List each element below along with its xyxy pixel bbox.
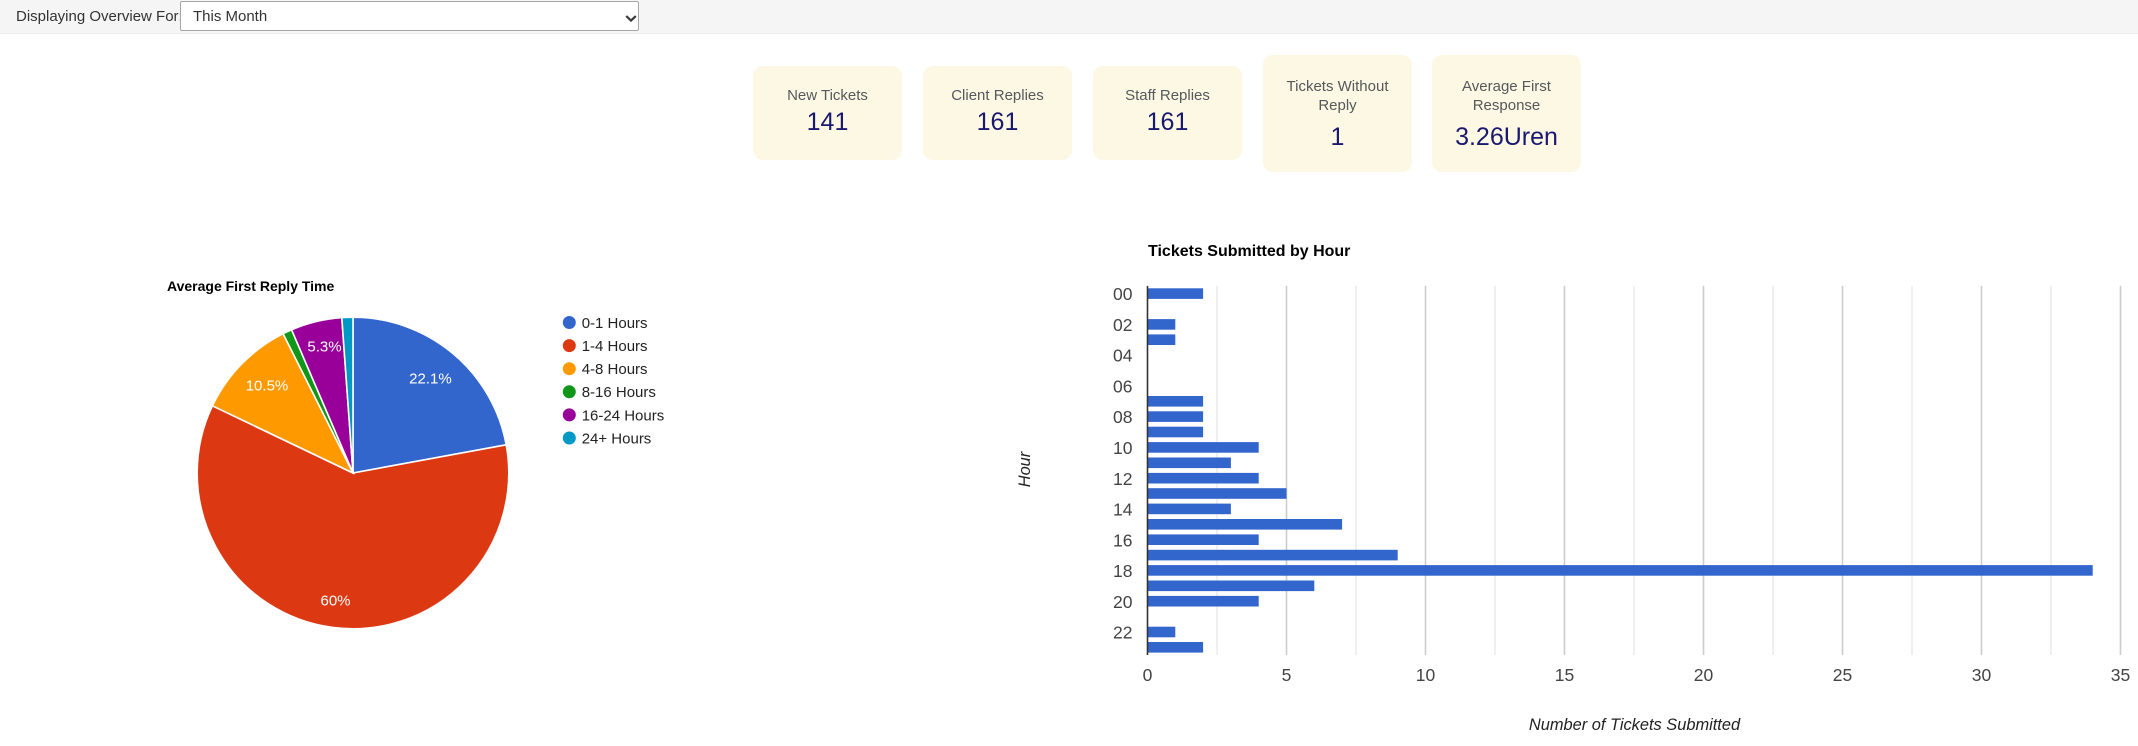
svg-text:60%: 60% xyxy=(320,593,350,610)
svg-text:10.5%: 10.5% xyxy=(246,377,289,394)
svg-text:Number of Tickets Submitted: Number of Tickets Submitted xyxy=(1529,716,1741,734)
svg-text:16: 16 xyxy=(1113,530,1132,550)
svg-text:0: 0 xyxy=(1143,665,1153,685)
svg-text:22.1%: 22.1% xyxy=(409,371,452,388)
svg-text:06: 06 xyxy=(1113,377,1132,397)
svg-text:35: 35 xyxy=(2111,665,2130,685)
svg-text:5: 5 xyxy=(1282,665,1292,685)
svg-text:20: 20 xyxy=(1694,665,1714,685)
svg-text:24+ Hours: 24+ Hours xyxy=(582,430,652,447)
svg-text:10: 10 xyxy=(1113,438,1133,458)
svg-text:10: 10 xyxy=(1416,665,1436,685)
svg-text:02: 02 xyxy=(1113,315,1132,335)
svg-text:00: 00 xyxy=(1113,284,1133,304)
svg-text:Average First Reply Time: Average First Reply Time xyxy=(167,278,335,294)
svg-text:1-4 Hours: 1-4 Hours xyxy=(582,338,648,355)
svg-text:5.3%: 5.3% xyxy=(307,338,341,355)
svg-text:08: 08 xyxy=(1113,407,1132,427)
svg-text:Hour: Hour xyxy=(1016,450,1034,487)
svg-text:25: 25 xyxy=(1833,665,1852,685)
svg-text:15: 15 xyxy=(1555,665,1574,685)
svg-text:14: 14 xyxy=(1113,500,1133,520)
svg-text:0-1 Hours: 0-1 Hours xyxy=(582,315,648,332)
svg-text:4-8 Hours: 4-8 Hours xyxy=(582,361,648,378)
svg-text:12: 12 xyxy=(1113,469,1132,489)
svg-text:22: 22 xyxy=(1113,623,1132,643)
svg-text:20: 20 xyxy=(1113,592,1133,612)
svg-text:18: 18 xyxy=(1113,561,1132,581)
svg-text:16-24 Hours: 16-24 Hours xyxy=(582,407,665,424)
svg-text:30: 30 xyxy=(1972,665,1992,685)
svg-text:04: 04 xyxy=(1113,346,1133,366)
svg-text:Tickets Submitted by Hour: Tickets Submitted by Hour xyxy=(1148,243,1350,260)
svg-text:8-16 Hours: 8-16 Hours xyxy=(582,384,656,401)
